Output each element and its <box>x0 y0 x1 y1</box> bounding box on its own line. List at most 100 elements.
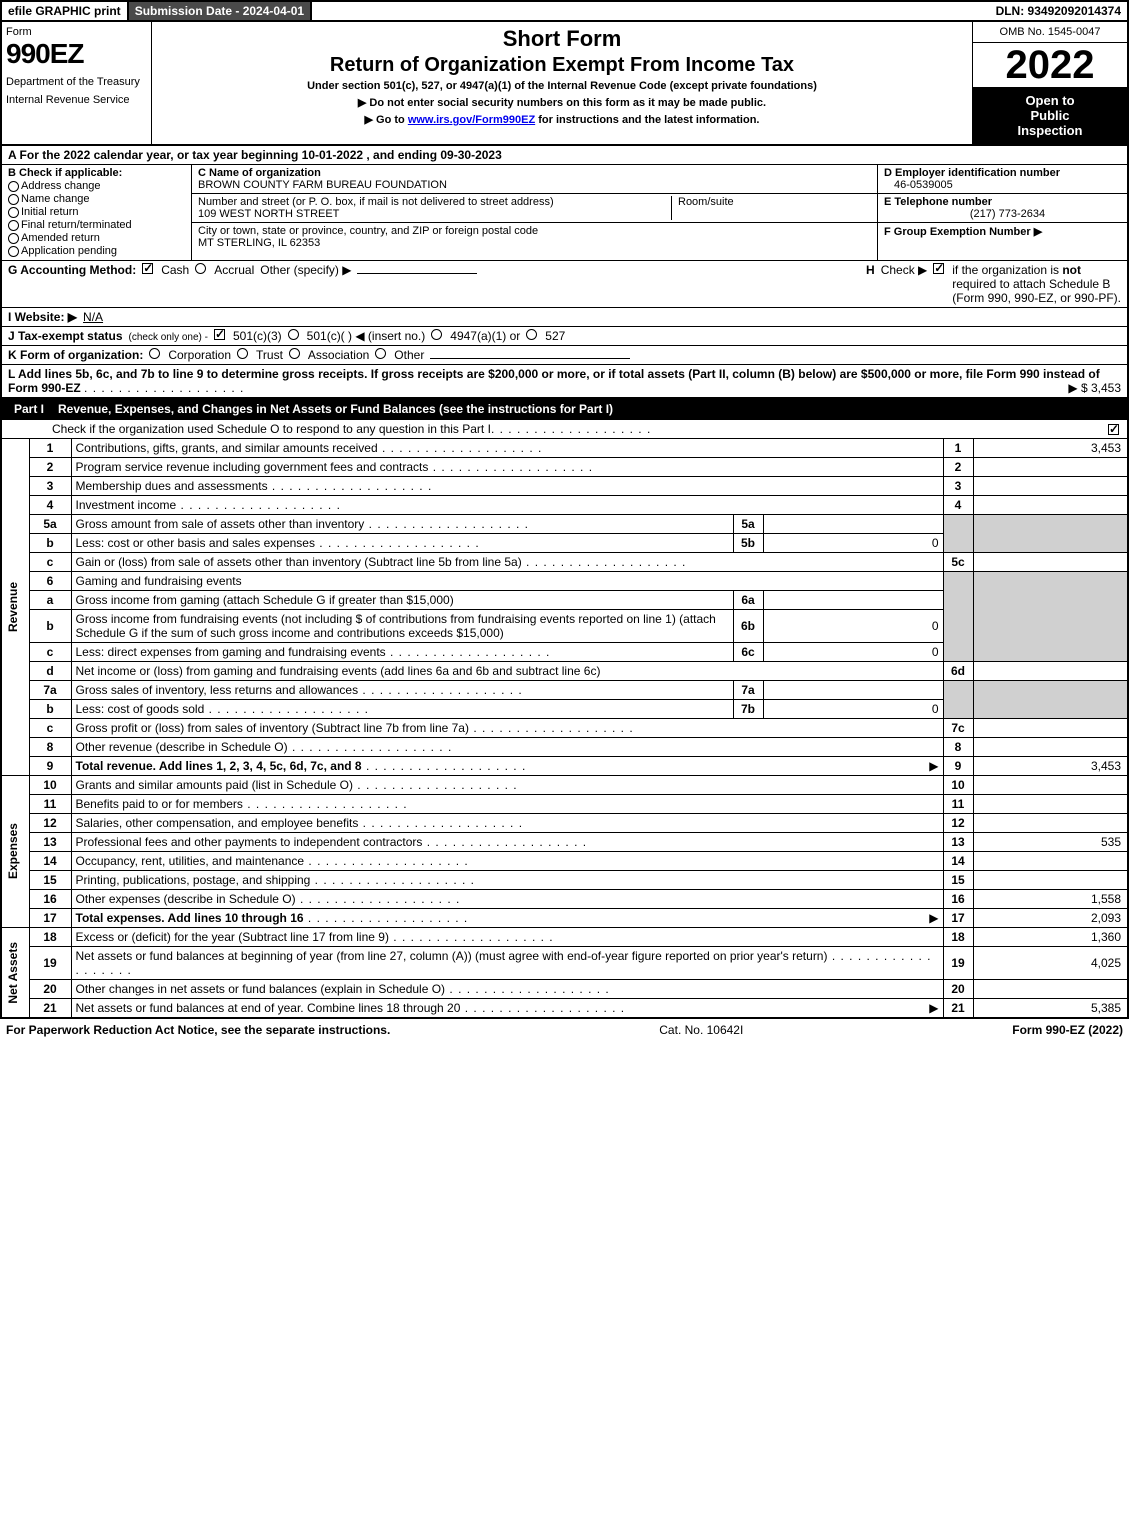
line-i: I Website: ▶ N/A <box>0 308 1129 327</box>
dots-icon <box>353 778 518 792</box>
line-desc: Less: direct expenses from gaming and fu… <box>76 645 386 659</box>
part-i-header: Part I Revenue, Expenses, and Changes in… <box>0 398 1129 420</box>
chk-initial-return: Initial return <box>8 206 185 218</box>
line-desc: Net income or (loss) from gaming and fun… <box>76 664 601 678</box>
line-value: 5,385 <box>973 999 1128 1018</box>
line-num: 9 <box>29 757 71 776</box>
line-h-not: not <box>1062 263 1081 277</box>
short-form-title: Short Form <box>160 26 964 52</box>
info-grid: B Check if applicable: Address change Na… <box>0 165 1129 261</box>
line-h-text4: (Form 990, 990-EZ, or 990-PF). <box>952 291 1121 305</box>
accrual-label: Accrual <box>214 263 254 277</box>
dots-icon <box>304 911 469 925</box>
line-ref: 14 <box>943 852 973 871</box>
sub-num: 6a <box>733 591 763 610</box>
sub-num: 7a <box>733 681 763 700</box>
line-desc-1: Gross income from fundraising events (no… <box>76 612 363 626</box>
other-org-blank <box>430 358 630 359</box>
row-3: 3 Membership dues and assessments 3 <box>1 477 1128 496</box>
footer-right-form: 990-EZ <box>1046 1023 1085 1037</box>
line-value <box>973 738 1128 757</box>
radio-assoc[interactable] <box>289 348 300 359</box>
radio-trust[interactable] <box>237 348 248 359</box>
radio-icon[interactable] <box>8 246 19 257</box>
radio-other[interactable] <box>375 348 386 359</box>
line-num: c <box>29 643 71 662</box>
inspection-line1: Open to <box>977 93 1123 108</box>
footer-mid: Cat. No. 10642I <box>390 1023 1012 1037</box>
radio-501c[interactable] <box>288 329 299 340</box>
radio-corp[interactable] <box>149 348 160 359</box>
line-desc: Excess or (deficit) for the year (Subtra… <box>76 930 389 944</box>
ein-row: D Employer identification number 46-0539… <box>878 165 1127 194</box>
checkbox-h[interactable] <box>933 263 944 274</box>
sub-value <box>763 681 943 700</box>
efile-label: efile GRAPHIC print <box>2 2 127 20</box>
line-num: 16 <box>29 890 71 909</box>
line-value <box>973 458 1128 477</box>
line-l: L Add lines 5b, 6c, and 7b to line 9 to … <box>0 365 1129 398</box>
instr-link-pre: ▶ Go to <box>365 114 408 126</box>
dots-icon <box>469 721 634 735</box>
radio-icon[interactable] <box>8 207 19 218</box>
radio-4947[interactable] <box>431 329 442 340</box>
line-ref: 4 <box>943 496 973 515</box>
line-desc: Investment income <box>76 498 177 512</box>
sub-value <box>763 515 943 534</box>
line-desc: Benefits paid to or for members <box>76 797 243 811</box>
dots-icon <box>378 441 543 455</box>
dots-icon <box>296 892 461 906</box>
line-ref: 3 <box>943 477 973 496</box>
dots-icon <box>362 759 527 773</box>
row-9: 9 Total revenue. Add lines 1, 2, 3, 4, 5… <box>1 757 1128 776</box>
row-2: 2 Program service revenue including gove… <box>1 458 1128 477</box>
radio-icon[interactable] <box>8 181 19 192</box>
chk-name-change: Name change <box>8 193 185 205</box>
row-6: 6 Gaming and fundraising events <box>1 572 1128 591</box>
shaded-cell <box>973 681 1128 719</box>
sub-value: 0 <box>763 643 943 662</box>
radio-icon[interactable] <box>8 233 19 244</box>
radio-527[interactable] <box>526 329 537 340</box>
line-desc: Total revenue. Add lines 1, 2, 3, 4, 5c,… <box>76 759 362 773</box>
website-value: N/A <box>83 310 103 324</box>
part-i-sub-text: Check if the organization used Schedule … <box>52 422 491 436</box>
row-13: 13 Professional fees and other payments … <box>1 833 1128 852</box>
line-desc: Membership dues and assessments <box>76 479 268 493</box>
line-desc: Program service revenue including govern… <box>76 460 429 474</box>
line-h-text2: if the organization is <box>952 263 1062 277</box>
radio-icon[interactable] <box>8 194 19 205</box>
line-ref: 16 <box>943 890 973 909</box>
line-desc: Gross amount from sale of assets other t… <box>76 517 365 531</box>
chk-address-change: Address change <box>8 180 185 192</box>
line-value <box>973 477 1128 496</box>
line-k-label: K Form of organization: <box>8 348 143 362</box>
radio-accrual[interactable] <box>195 263 206 274</box>
arrow-icon <box>929 759 938 773</box>
sub-num: 6b <box>733 610 763 643</box>
row-11: 11 Benefits paid to or for members 11 <box>1 795 1128 814</box>
header-center: Short Form Return of Organization Exempt… <box>152 22 972 144</box>
line-num: 20 <box>29 980 71 999</box>
checkbox-501c3[interactable] <box>214 329 225 340</box>
part-i-title: Revenue, Expenses, and Changes in Net As… <box>58 402 1119 416</box>
checkbox-schedule-o[interactable] <box>1108 424 1119 435</box>
row-19: 19 Net assets or fund balances at beginn… <box>1 947 1128 980</box>
row-7c: c Gross profit or (loss) from sales of i… <box>1 719 1128 738</box>
checkbox-cash[interactable] <box>142 263 153 274</box>
line-num: 7a <box>29 681 71 700</box>
row-15: 15 Printing, publications, postage, and … <box>1 871 1128 890</box>
line-ref: 12 <box>943 814 973 833</box>
dots-icon <box>445 982 610 996</box>
street-label: Number and street (or P. O. box, if mail… <box>198 196 671 208</box>
radio-icon[interactable] <box>8 220 19 231</box>
expenses-vlabel: Expenses <box>6 823 20 879</box>
irs-link[interactable]: www.irs.gov/Form990EZ <box>408 114 535 126</box>
line-h-label: H <box>866 263 875 277</box>
dots-icon <box>204 702 369 716</box>
line-value <box>973 776 1128 795</box>
line-value <box>973 980 1128 999</box>
part-i-sub: Check if the organization used Schedule … <box>0 420 1129 438</box>
line-num: 15 <box>29 871 71 890</box>
form-number: 990EZ <box>6 38 147 70</box>
